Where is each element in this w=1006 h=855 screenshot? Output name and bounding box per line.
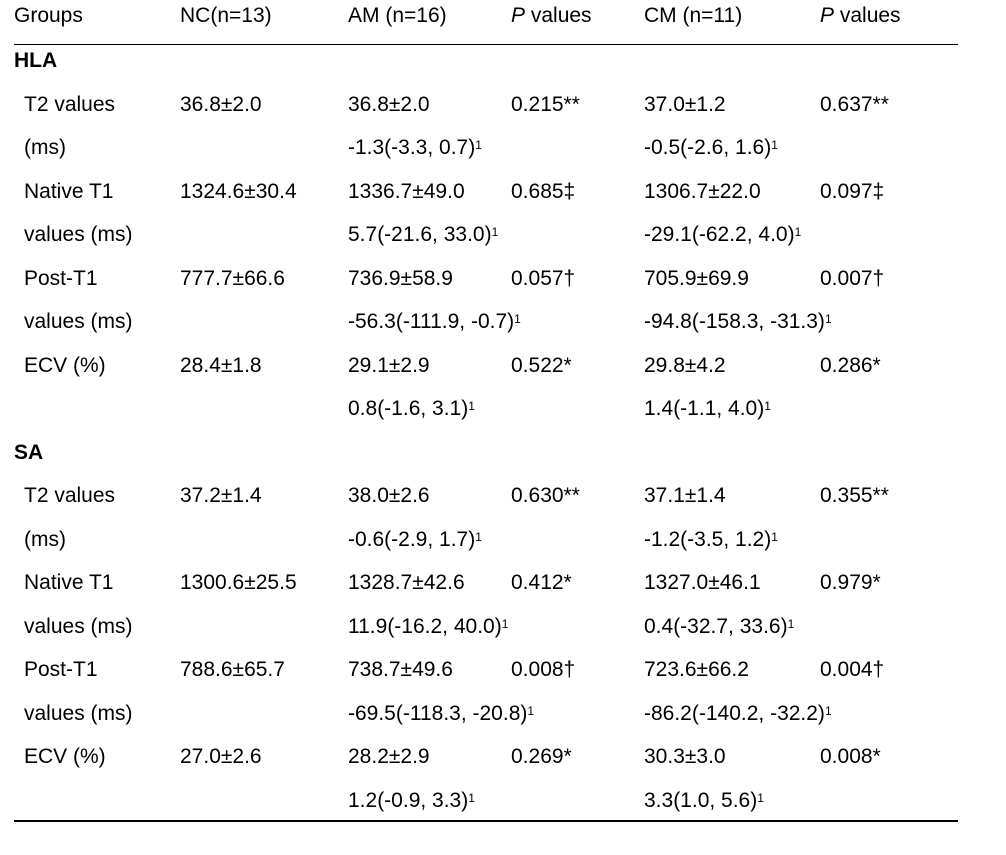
table-row: values (ms) 11.9(-16.2, 40.0)1 0.4(-32.7… bbox=[24, 614, 795, 638]
table-row: ECV (%) 27.0±2.6 28.2±2.9 0.269* 30.3±3.… bbox=[24, 745, 881, 768]
table-row: values (ms) -56.3(-111.9, -0.7)1 -94.8(-… bbox=[24, 310, 832, 333]
table-row: Post-T1 788.6±65.7 738.7±49.6 0.008† 723… bbox=[24, 658, 885, 681]
section-title-hla: HLA bbox=[14, 49, 58, 72]
table-row: (ms) -0.6(-2.9, 1.7)1 -1.2(-3.5, 1.2)1 bbox=[24, 527, 778, 551]
table-row: Native T1 1324.6±30.4 1336.7±49.0 0.685‡… bbox=[24, 179, 885, 203]
results-table: Groups NC(n=13) AM (n=16) P values CM (n… bbox=[14, 0, 958, 828]
section-title-sa: SA bbox=[14, 440, 44, 464]
table-header: Groups NC(n=13) AM (n=16) P values CM (n… bbox=[14, 0, 958, 45]
table-row: ECV (%) 28.4±1.8 29.1±2.9 0.522* 29.8±4.… bbox=[24, 353, 881, 377]
header-p-am: P values bbox=[511, 4, 592, 27]
table-row: T2 values 37.2±1.4 38.0±2.6 0.630** 37.1… bbox=[24, 484, 889, 507]
table-row: Native T1 1300.6±25.5 1328.7±42.6 0.412*… bbox=[24, 571, 881, 594]
table-row: values (ms) 5.7(-21.6, 33.0)1 -29.1(-62.… bbox=[24, 223, 802, 246]
header-am: AM (n=16) bbox=[348, 4, 447, 27]
header-nc: NC(n=13) bbox=[180, 4, 272, 27]
table-row: 0.8(-1.6, 3.1)1 1.4(-1.1, 4.0)1 bbox=[348, 397, 771, 420]
header-cm: CM (n=11) bbox=[644, 4, 743, 27]
table-bottom-rule bbox=[14, 820, 958, 822]
header-p-cm: P values bbox=[820, 4, 901, 27]
table-row: values (ms) -69.5(-118.3, -20.8)1 -86.2(… bbox=[24, 701, 832, 725]
table-row: T2 values 36.8±2.0 36.8±2.0 0.215** 37.0… bbox=[24, 92, 889, 116]
table-row: (ms) -1.3(-3.3, 0.7)1 -0.5(-2.6, 1.6)1 bbox=[24, 136, 778, 159]
header-groups: Groups bbox=[14, 4, 83, 27]
table-row: Post-T1 777.7±66.6 736.9±58.9 0.057† 705… bbox=[24, 266, 885, 290]
table-row: 1.2(-0.9, 3.3)1 3.3(1.0, 5.6)1 bbox=[348, 788, 764, 812]
